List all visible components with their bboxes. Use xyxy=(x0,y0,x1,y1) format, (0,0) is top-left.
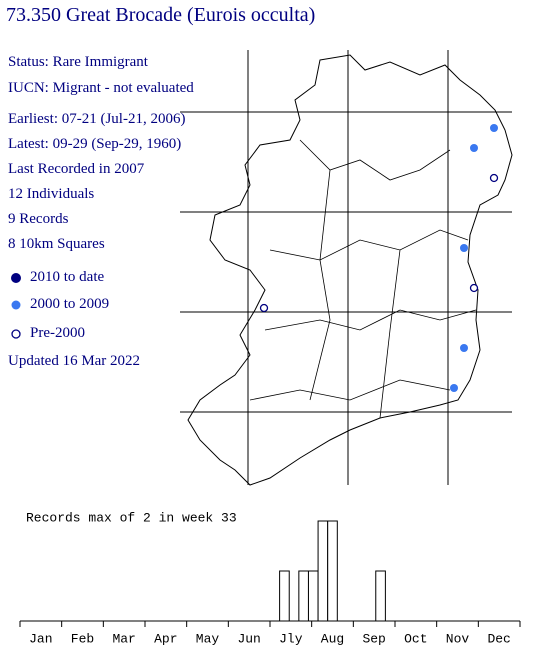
bar xyxy=(375,570,386,622)
record-dot xyxy=(490,124,498,132)
title: 73.350 Great Brocade (Eurois occulta) xyxy=(6,4,316,26)
month-label: Oct xyxy=(404,631,427,646)
chart-title: Records max of 2 in week 33 xyxy=(26,510,237,525)
individuals: 12 Individuals xyxy=(8,186,95,202)
legend-marker xyxy=(11,329,21,339)
record-dot xyxy=(460,244,468,252)
iucn: IUCN: Migrant - not evaluated xyxy=(8,80,194,96)
legend-label: 2010 to date xyxy=(30,269,105,285)
legend-label: Pre-2000 xyxy=(30,325,85,341)
legend-markers xyxy=(11,273,21,339)
updated: Updated 16 Mar 2022 xyxy=(8,353,141,369)
record-dot xyxy=(489,173,499,183)
grid xyxy=(180,50,512,485)
month-label: May xyxy=(196,631,220,646)
bar xyxy=(317,520,329,622)
pre-2000-dots xyxy=(259,173,499,313)
month-label: Sep xyxy=(362,631,385,646)
legend-marker xyxy=(11,300,21,310)
records: 9 Records xyxy=(8,211,69,227)
record-dot xyxy=(469,283,479,293)
record-dots xyxy=(450,124,498,392)
month-label: Jly xyxy=(279,631,303,646)
month-label: Mar xyxy=(112,631,135,646)
month-label: Feb xyxy=(71,631,94,646)
bar xyxy=(279,570,290,622)
squares: 8 10km Squares xyxy=(8,236,105,252)
coastline xyxy=(187,54,513,486)
last-recorded: Last Recorded in 2007 xyxy=(8,161,145,177)
record-dot xyxy=(460,344,468,352)
bar xyxy=(307,570,319,622)
month-label: Dec xyxy=(487,631,510,646)
bar xyxy=(298,570,309,622)
record-dot xyxy=(470,144,478,152)
month-label: Aug xyxy=(321,631,344,646)
latest: Latest: 09-29 (Sep-29, 1960) xyxy=(8,136,182,152)
map xyxy=(180,50,513,486)
record-dot xyxy=(259,303,269,313)
month-label: Apr xyxy=(154,631,177,646)
county-borders xyxy=(249,139,477,419)
month-label: Jan xyxy=(29,631,52,646)
bar xyxy=(327,520,338,622)
record-dot xyxy=(450,384,458,392)
status: Status: Rare Immigrant xyxy=(8,54,148,70)
legend-marker xyxy=(11,273,21,283)
legend-label: 2000 to 2009 xyxy=(30,296,110,312)
month-label: Jun xyxy=(237,631,260,646)
earliest: Earliest: 07-21 (Jul-21, 2006) xyxy=(8,111,186,127)
month-label: Nov xyxy=(446,631,470,646)
